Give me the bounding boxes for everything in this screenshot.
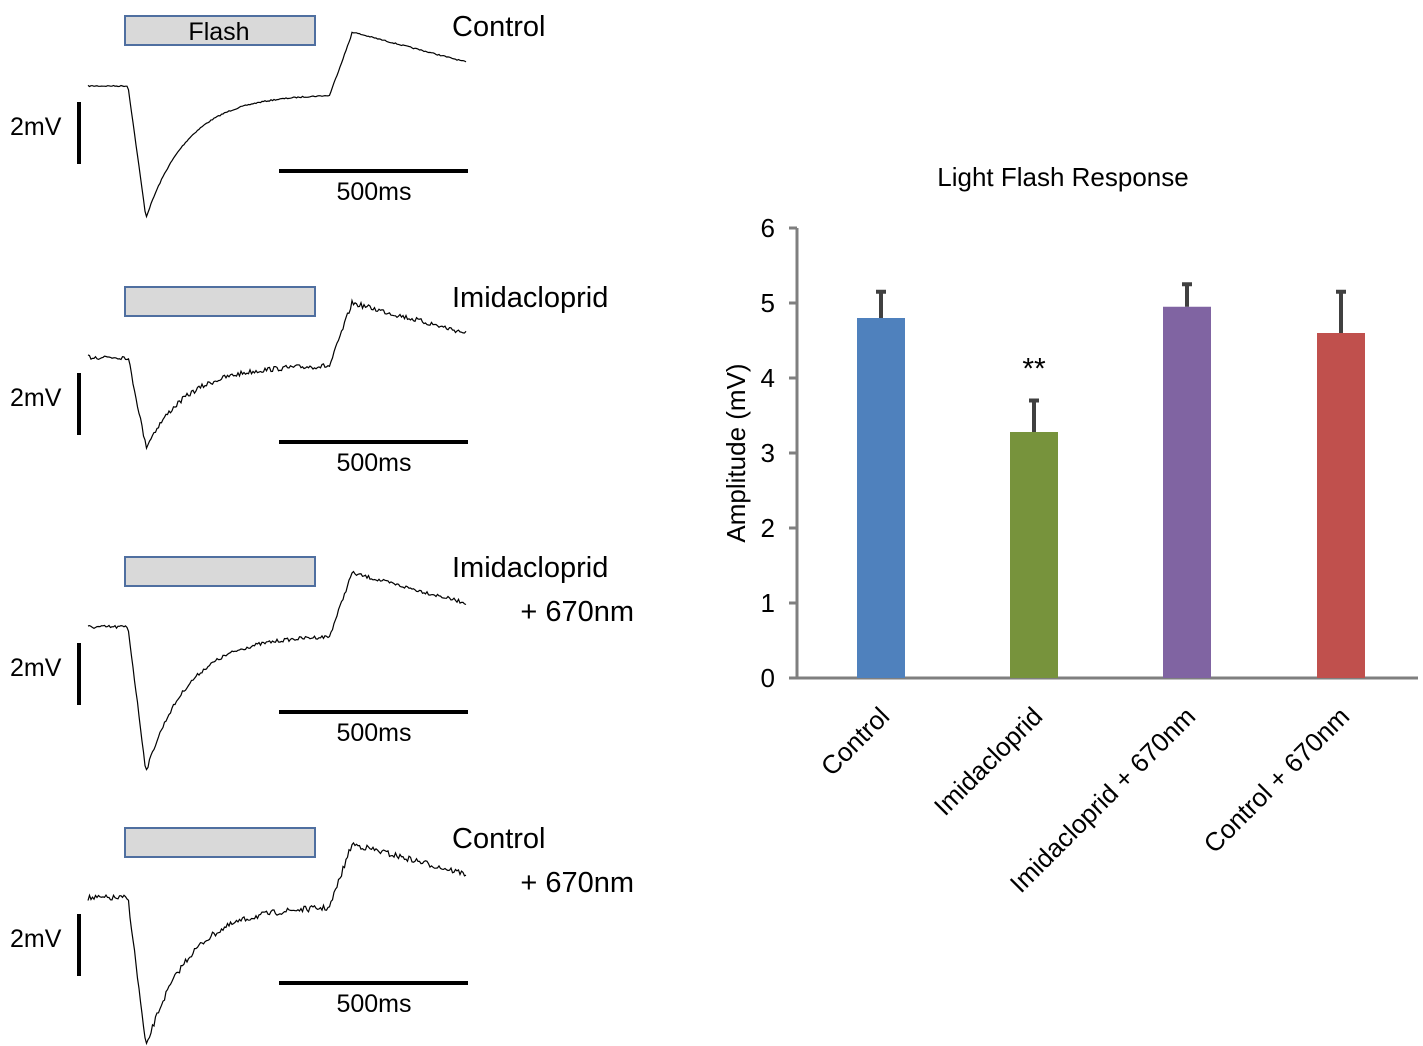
trace-title: Control: [452, 823, 546, 855]
trace-panels: Flash Control 2mV 500ms Imidacloprid 2mV 500ms…: [10, 11, 634, 1046]
time-scale-label: 500ms: [336, 990, 411, 1018]
bar: [857, 318, 905, 678]
trace-panel: Imidacloprid 2mV 500ms: [10, 282, 608, 477]
x-tick-label: Control + 670nm: [1198, 701, 1356, 859]
trace-title: + 670nm: [520, 867, 634, 899]
flash-label: Flash: [188, 18, 249, 46]
voltage-trace: [87, 570, 467, 771]
voltage-scale-label: 2mV: [10, 384, 62, 412]
flash-bar: [124, 15, 316, 46]
time-scale-label: 500ms: [336, 719, 411, 747]
flash-bar: [124, 827, 316, 858]
bar: [1163, 306, 1211, 678]
bar: [1010, 432, 1058, 678]
chart-title: Light Flash Response: [937, 162, 1188, 192]
bar-chart: Light Flash Response Amplitude (mV) 0 1 2 3…: [721, 162, 1418, 899]
voltage-trace: [87, 841, 467, 1046]
trace-title: Control: [452, 11, 546, 43]
time-scale-label: 500ms: [336, 178, 411, 206]
y-tick-label: 6: [761, 213, 775, 243]
y-tick-label: 1: [761, 588, 775, 618]
voltage-trace: [87, 31, 467, 219]
significance-annotation: **: [1022, 353, 1046, 386]
y-axis-label: Amplitude (mV): [721, 363, 751, 542]
time-scale-label: 500ms: [336, 449, 411, 477]
y-tick-label: 3: [761, 438, 775, 468]
y-tick-label: 5: [761, 288, 775, 318]
trace-panel: Control + 670nm 2mV 500ms: [10, 823, 634, 1046]
trace-panel: Flash Control 2mV 500ms: [10, 11, 546, 219]
bar: [1317, 333, 1365, 678]
y-tick-label: 4: [761, 363, 775, 393]
trace-title: Imidacloprid: [452, 282, 608, 314]
voltage-scale-label: 2mV: [10, 654, 62, 682]
y-tick-label: 0: [761, 663, 775, 693]
flash-bar: [124, 556, 316, 587]
y-tick-label: 2: [761, 513, 775, 543]
voltage-scale-label: 2mV: [10, 113, 62, 141]
trace-title: Imidacloprid: [452, 552, 608, 584]
flash-bar: [124, 286, 316, 317]
voltage-trace: [87, 298, 467, 451]
x-tick-label: Control: [815, 701, 895, 781]
voltage-scale-label: 2mV: [10, 925, 62, 953]
trace-panel: Imidacloprid + 670nm 2mV 500ms: [10, 552, 634, 771]
trace-title: + 670nm: [520, 596, 634, 628]
x-tick-label: Imidacloprid: [928, 701, 1048, 821]
